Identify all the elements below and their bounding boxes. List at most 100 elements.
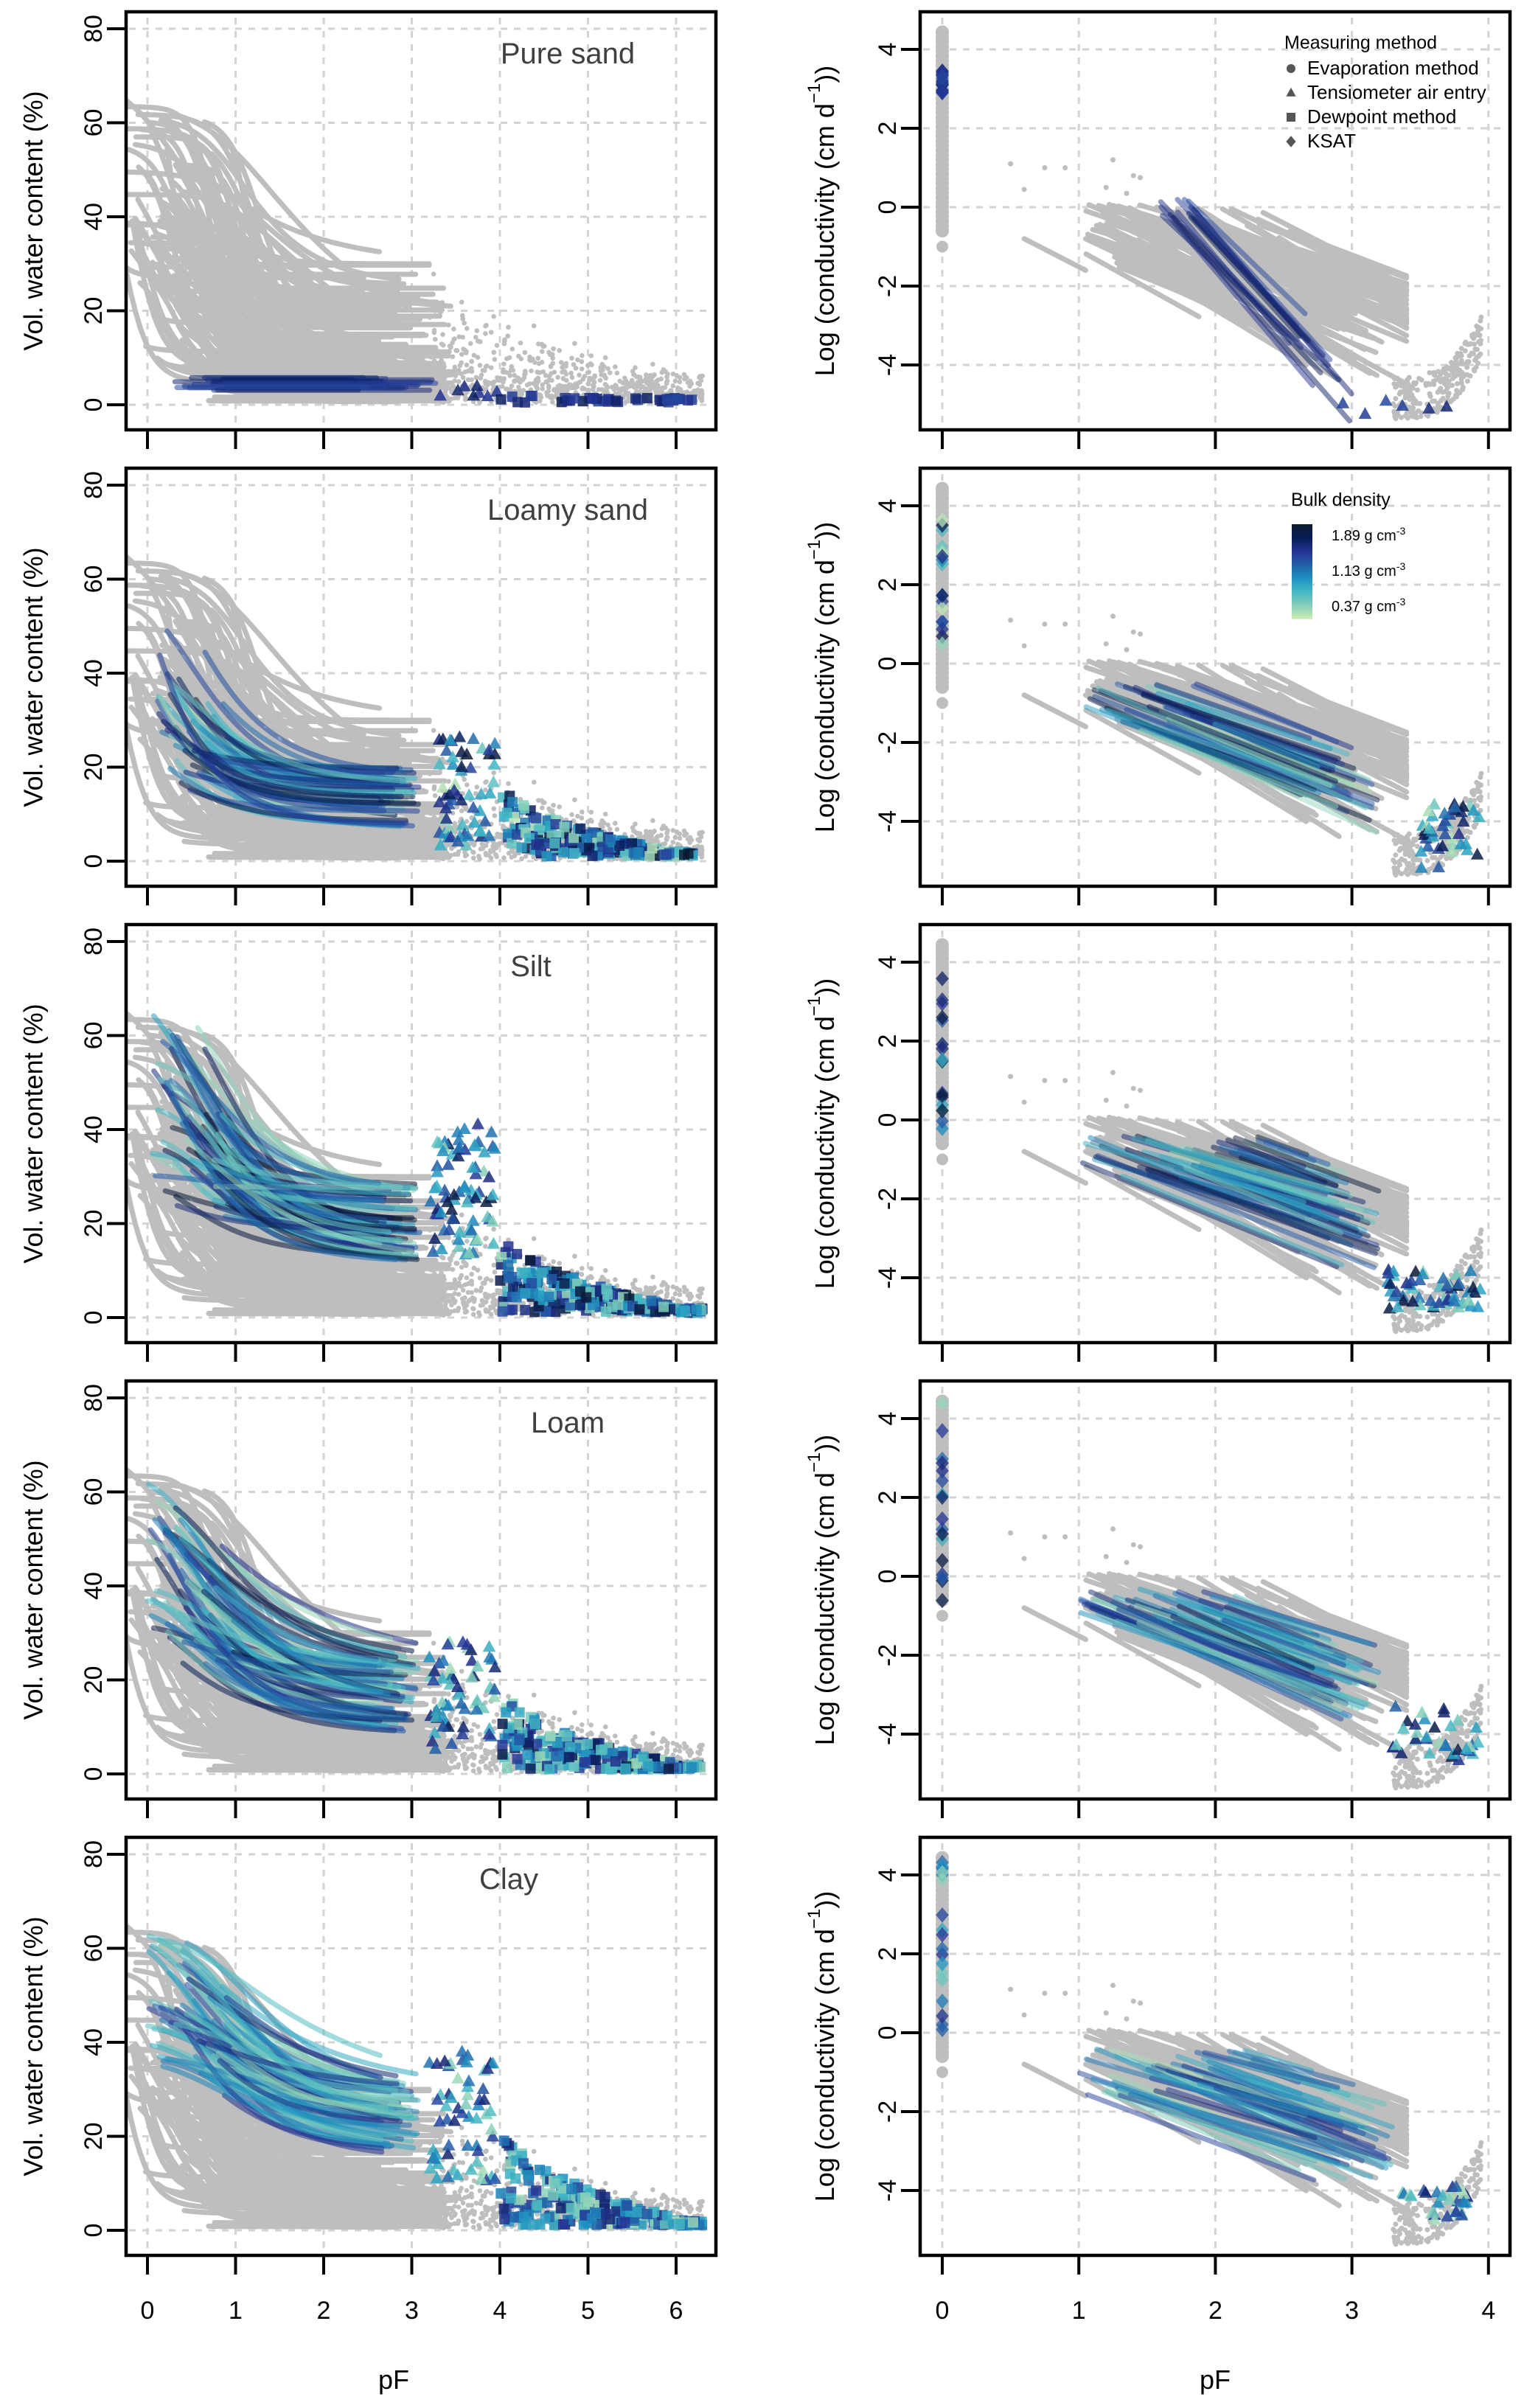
data-point-square [587,393,598,404]
data-point-square [511,1248,522,1259]
background-point [434,303,440,309]
background-point [470,1312,476,1318]
y-tick-label: 0 [80,855,108,869]
background-curve [207,1191,363,1292]
background-point [435,1275,441,1281]
background-point [1475,784,1481,790]
background-point [1478,318,1483,324]
conductivity-data [936,25,1484,424]
background-point [459,1264,464,1270]
background-point [1130,1085,1136,1091]
background-points [1391,314,1484,422]
background-point [596,386,602,392]
background-point [1417,400,1423,406]
background-point [1008,1073,1014,1079]
background-point [473,791,479,796]
background-point [601,1276,606,1281]
background-point [630,1281,636,1287]
background-point [518,356,524,361]
data-point-triangle [1445,832,1458,844]
background-point [432,1283,438,1289]
background-point [448,345,453,350]
data-point-square [650,1306,661,1318]
background-point [516,390,522,395]
background-point [483,331,488,336]
background-point [1424,857,1430,863]
background-point [546,385,552,390]
background-point [1474,355,1480,361]
background-point [1474,1267,1480,1273]
background-point [1475,328,1481,334]
background-point [512,372,517,378]
background-point [569,375,575,380]
background-point [536,361,542,366]
background-point [555,386,560,391]
data-point-triangle [439,744,453,756]
background-point [464,326,470,331]
background-point [689,381,694,386]
background-point [664,380,669,386]
retention-data [126,98,705,408]
y-tick-label: 60 [80,109,108,137]
background-point [432,827,438,832]
highlight-points [434,378,697,408]
background-point [1449,397,1455,403]
data-point-triangle [1466,804,1480,816]
data-point-triangle [443,733,457,745]
background-point [431,728,436,734]
background-point [1478,1231,1483,1236]
background-point [456,367,462,373]
data-point-square [630,393,641,404]
background-curve [1021,692,1088,730]
background-point [1138,631,1144,637]
data-point-triangle [487,775,501,787]
background-point [432,336,438,342]
background-point [695,837,700,843]
background-point [1461,374,1466,380]
background-point [1469,789,1475,795]
data-point-triangle [490,384,504,397]
background-point [431,1310,436,1316]
background-point [450,1253,455,1259]
data-point-diamond [936,512,949,528]
data-point-triangle [464,1223,479,1236]
background-point [1464,364,1470,370]
y-tick-label: 0 [874,657,902,671]
y-tick-label: 4 [874,43,902,57]
data-point-square [568,848,580,859]
background-point [1399,1327,1405,1333]
background-point [602,355,608,361]
background-point [479,1285,484,1290]
background-point [1459,386,1465,392]
data-point-square [691,1304,702,1315]
data-point-square [658,849,669,860]
background-point [700,829,705,835]
data-point-square [531,812,542,824]
background-point [504,369,509,375]
data-point-square [569,393,580,404]
background-point [614,370,620,376]
background-point [588,1266,594,1271]
background-point [477,363,483,368]
background-point [1469,333,1475,338]
background-point [677,375,683,380]
data-point-triangle [446,757,460,770]
background-point [1402,849,1408,855]
y-axis-title: Log (conductivity (cm d−1)) [804,66,840,377]
data-point-square [550,818,561,829]
background-point [539,805,545,810]
data-point-triangle [424,1194,437,1207]
background-point [516,384,521,390]
background-point [572,385,578,391]
background-point [1475,1241,1481,1247]
background-point [473,375,479,380]
background-point [632,829,637,835]
background-point [439,1270,444,1276]
background-point [522,349,528,355]
highlight-curve [161,719,404,799]
highlight-curve [202,650,397,773]
highlight-curve [206,1173,388,1223]
background-point [502,337,507,343]
